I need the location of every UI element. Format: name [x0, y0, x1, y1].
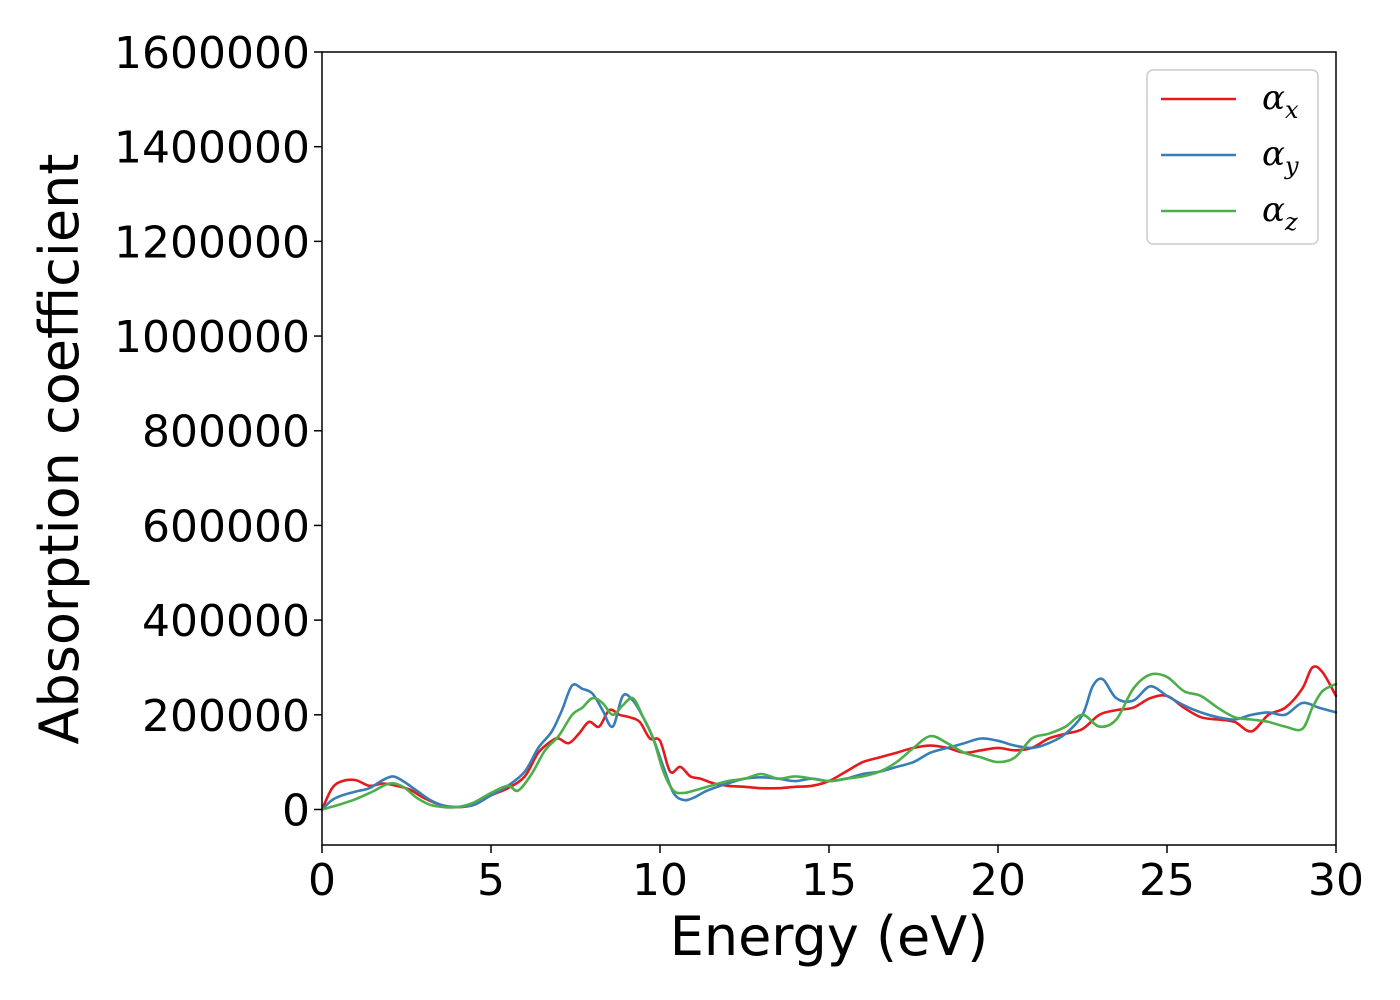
legend-symbol: α — [1262, 190, 1285, 230]
y-axis-label: Absorption coefficient — [28, 154, 91, 745]
legend-subscript: x — [1285, 96, 1299, 124]
y-tick-label: 600000 — [142, 501, 310, 552]
legend-subscript: y — [1284, 152, 1299, 180]
series-line-alpha-y — [320, 677, 1338, 811]
y-tick-label: 0 — [282, 785, 310, 836]
legend-box — [1146, 69, 1319, 245]
x-tick-label: 25 — [1139, 855, 1195, 906]
legend-symbol: α — [1262, 78, 1285, 118]
y-tick-label: 1000000 — [114, 312, 310, 363]
legend-label-alpha-x: αx — [1262, 78, 1299, 124]
y-axis: 0 200000 400000 600000 800000 1000000 1200000 1… — [114, 28, 322, 836]
legend-label-alpha-z: αz — [1262, 190, 1298, 236]
series-layer — [320, 665, 1338, 811]
legend-symbol: α — [1262, 134, 1285, 174]
x-tick-label: 0 — [308, 855, 336, 906]
y-tick-label: 1200000 — [114, 217, 310, 268]
y-tick-label: 800000 — [142, 407, 310, 458]
x-tick-label: 5 — [477, 855, 505, 906]
y-tick-label: 200000 — [142, 691, 310, 742]
y-tick-label: 1400000 — [114, 123, 310, 174]
legend-subscript: z — [1284, 208, 1298, 236]
x-axis: 0 5 10 15 20 25 30 — [308, 845, 1364, 906]
series-line-alpha-z — [320, 672, 1338, 811]
y-tick-label: 1600000 — [114, 28, 310, 79]
x-tick-label: 10 — [632, 855, 688, 906]
x-axis-label: Energy (eV) — [670, 905, 989, 968]
y-tick-label: 400000 — [142, 596, 310, 647]
legend-label-alpha-y: αy — [1262, 134, 1299, 180]
x-tick-label: 20 — [970, 855, 1026, 906]
x-tick-label: 15 — [801, 855, 857, 906]
x-tick-label: 30 — [1308, 855, 1364, 906]
